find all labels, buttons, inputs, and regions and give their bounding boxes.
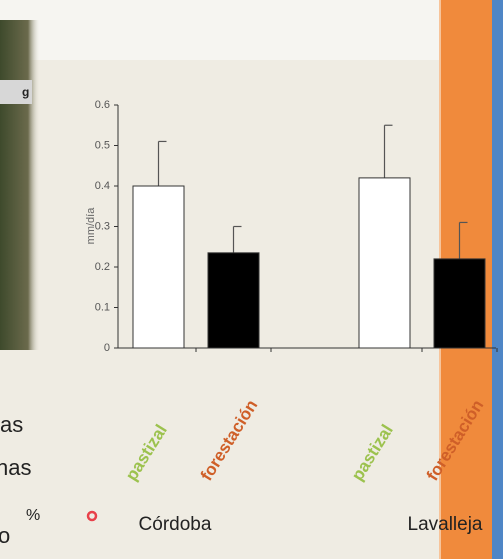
bar — [132, 185, 185, 349]
y-tick-label: 0.2 — [95, 261, 110, 273]
bar — [433, 258, 486, 349]
category-label: Lavalleja — [408, 514, 483, 535]
y-tick-label: 0.5 — [95, 139, 110, 151]
fragment-percent: % — [26, 507, 40, 524]
fragment-text: o — [0, 523, 10, 548]
bullet — [86, 510, 98, 522]
blue-stripe — [492, 0, 503, 559]
y-tick-label: 0 — [104, 342, 110, 354]
caption-text: g — [22, 85, 29, 99]
category-label: Córdoba — [139, 514, 212, 535]
fragment-text: nas — [0, 455, 31, 480]
y-tick-label: 0.3 — [95, 220, 110, 232]
top-band — [0, 0, 440, 60]
bar — [358, 177, 411, 349]
y-axis-label: mm/día — [85, 207, 97, 245]
photo — [0, 20, 40, 350]
y-tick-label: 0.6 — [95, 99, 110, 111]
fragment-text: as — [0, 412, 23, 437]
y-tick-label: 0.4 — [95, 180, 110, 192]
bar — [207, 252, 260, 349]
caption-box — [0, 80, 32, 104]
y-tick-label: 0.1 — [95, 301, 110, 313]
